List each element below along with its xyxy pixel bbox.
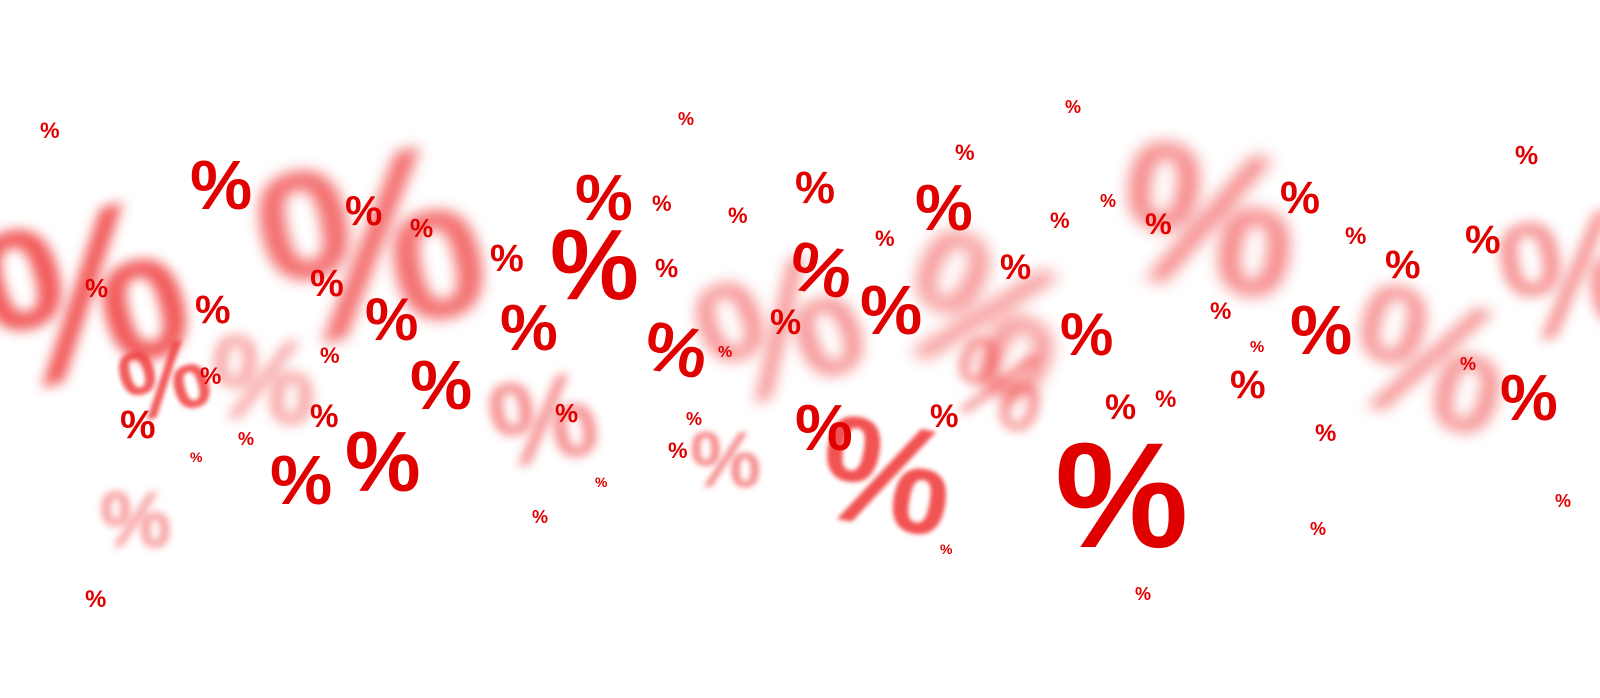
percent-symbol-70: % <box>686 409 703 429</box>
percent-symbol-16: % <box>550 209 639 321</box>
percent-symbol-35: % <box>195 288 231 332</box>
percent-symbol-54: % <box>728 203 748 228</box>
percent-symbol-39: % <box>1465 218 1501 262</box>
percent-symbol-28: % <box>365 286 419 353</box>
percent-symbol-80: % <box>85 586 107 613</box>
percent-symbol-44: % <box>770 303 802 342</box>
percent-symbol-52: % <box>1515 140 1539 170</box>
percent-symbol-8: % <box>479 344 608 496</box>
percent-symbol-34: % <box>345 187 383 234</box>
percent-symbol-36: % <box>490 238 524 280</box>
percent-symbol-33: % <box>1280 172 1321 223</box>
percent-symbol-23: % <box>860 271 923 349</box>
percent-symbol-46: % <box>930 398 959 434</box>
percent-symbol-42: % <box>310 398 339 434</box>
percent-symbol-72: % <box>238 429 255 449</box>
percent-symbol-27: % <box>1060 301 1114 368</box>
percent-symbol-74: % <box>190 449 203 465</box>
percent-symbol-76: % <box>532 507 549 527</box>
percent-symbol-20: % <box>915 171 973 244</box>
percent-symbol-69: % <box>555 398 579 428</box>
percent-symbol-55: % <box>410 213 434 243</box>
percent-symbol-73: % <box>668 438 688 463</box>
percent-symbol-29: % <box>783 226 859 314</box>
percent-symbol-25: % <box>500 291 558 364</box>
percent-symbol-24: % <box>638 306 714 394</box>
percent-symbol-58: % <box>1345 223 1367 250</box>
percent-symbol-78: % <box>1555 491 1572 511</box>
percent-symbol-30: % <box>795 391 853 464</box>
percent-symbol-53: % <box>652 191 672 216</box>
percent-symbol-62: % <box>1210 298 1232 325</box>
percent-symbol-50: % <box>1065 97 1082 117</box>
percent-symbol-79: % <box>940 541 953 557</box>
percent-symbol-51: % <box>955 140 975 165</box>
percent-symbol-57: % <box>1100 191 1117 211</box>
percent-symbol-43: % <box>1000 248 1032 287</box>
percent-symbol-65: % <box>1250 339 1265 356</box>
percent-symbol-31: % <box>1500 361 1558 434</box>
percent-symbol-21: % <box>270 441 333 519</box>
percent-symbol-41: % <box>120 403 156 447</box>
percent-symbol-19: % <box>575 161 633 234</box>
percent-symbol-56: % <box>1050 208 1070 233</box>
percent-symbol-45: % <box>1105 388 1137 427</box>
percent-symbol-22: % <box>410 346 473 424</box>
percent-symbol-26: % <box>1290 291 1353 369</box>
percent-symbol-17: % <box>345 415 421 510</box>
percent-symbol-14: % <box>1055 411 1189 579</box>
percent-symbol-40: % <box>1230 363 1266 407</box>
percent-symbol-67: % <box>1460 354 1477 374</box>
percent-symbol-68: % <box>1155 386 1177 413</box>
percent-symbol-11: % <box>690 415 762 504</box>
percent-symbol-47: % <box>1145 208 1172 241</box>
percent-symbol-59: % <box>875 226 895 251</box>
percent-symbol-32: % <box>795 162 836 213</box>
percent-symbol-64: % <box>718 344 733 361</box>
percent-symbol-66: % <box>200 363 222 390</box>
percent-symbol-9: % <box>204 308 323 452</box>
percent-symbol-37: % <box>310 263 344 305</box>
percent-symbol-75: % <box>595 474 608 490</box>
percent-symbol-81: % <box>1135 584 1152 604</box>
percent-symbol-61: % <box>85 273 109 303</box>
percent-symbol-63: % <box>320 343 340 368</box>
percent-symbol-60: % <box>655 253 679 283</box>
percent-symbol-71: % <box>1315 420 1337 447</box>
percent-symbol-38: % <box>1385 243 1421 287</box>
percent-symbol-49: % <box>678 109 695 129</box>
percent-symbol-10: % <box>100 475 172 564</box>
percent-symbol-48: % <box>40 118 60 143</box>
percent-symbol-18: % <box>190 146 253 224</box>
percent-symbol-77: % <box>1310 519 1327 539</box>
